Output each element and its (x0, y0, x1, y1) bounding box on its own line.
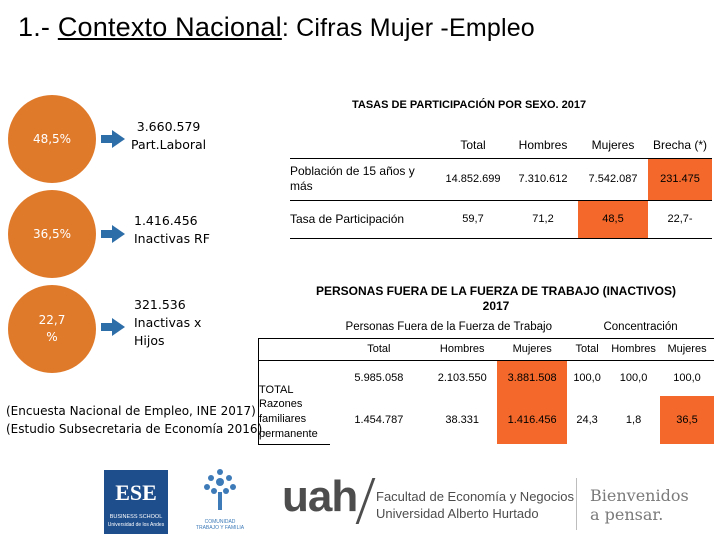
cell: 59,7 (438, 200, 508, 239)
table-header-row: Total Hombres Mujeres Total Hombres Muje… (258, 337, 714, 361)
table-row: Razones familiares permanente 1.454.787 … (258, 396, 714, 445)
cell: 1,8 (625, 414, 642, 426)
cell-highlight: 36,5 (660, 396, 714, 444)
tree-logo: COMUNIDAD TRABAJO Y FAMILIA (188, 468, 252, 536)
circle-participation: 48,5% (8, 95, 96, 183)
cell: 100,0 (673, 372, 701, 385)
circle-value: 22,7% (39, 312, 66, 346)
arrow-right-icon (101, 130, 125, 148)
cell: 2.103.550 (437, 372, 487, 385)
table2-heading-line2: 2017 (482, 299, 510, 313)
stat-label: Inactivas RF (134, 231, 210, 246)
faculty-line2: Universidad Alberto Hurtado (376, 506, 539, 521)
circle-value: 48,5% (32, 131, 72, 146)
cell: 5.985.058 (354, 372, 404, 385)
stat-number: 321.536 (134, 297, 186, 312)
table2-heading: PERSONAS FUERA DE LA FUERZA DE TRABAJO (… (276, 284, 716, 314)
uah-logo: uah (282, 472, 358, 521)
tree-caption1: COMUNIDAD (204, 519, 236, 525)
stat-inactive-rf: 1.416.456 Inactivas RF (134, 212, 210, 248)
table2-heading-line1: PERSONAS FUERA DE LA FUERZA DE TRABAJO (… (315, 284, 676, 298)
welcome-text: Bienvenidos a pensar. (590, 486, 689, 524)
source-line: (Encuesta Nacional de Empleo, INE 2017) (6, 404, 256, 418)
table-group-row: Personas Fuera de la Fuerza de Trabajo C… (259, 316, 715, 338)
group-concentracion: Concentración (603, 320, 678, 333)
cell: 38.331 (445, 414, 480, 426)
cell: 7.310.612 (508, 157, 578, 201)
table-row: Población de 15 años y más 14.852.699 7.… (290, 157, 712, 201)
faculty-text: Facultad de Economía y Negocios Universi… (376, 488, 574, 522)
arrow-right-icon (101, 225, 125, 243)
title-prefix: 1.- (18, 12, 58, 42)
slash-divider (355, 478, 376, 524)
title-suffix: : Cifras Mujer -Empleo (281, 14, 535, 42)
tree-caption2: TRABAJO Y FAMILIA (195, 525, 245, 531)
cell: 1.454.787 (354, 414, 404, 426)
col-mujeres: Mujeres (660, 337, 714, 361)
tree-icon (204, 469, 236, 510)
row-label: Tasa de Participación (290, 200, 438, 239)
stat-participation: 3.660.579 Part.Laboral (131, 118, 206, 154)
page-title: 1.- Contexto Nacional: Cifras Mujer -Emp… (18, 12, 535, 43)
welcome-line2: a pensar. (590, 505, 664, 524)
circle-value: 36,5% (32, 226, 72, 241)
col-hombres: Hombres (518, 137, 568, 152)
cell-highlight: 231.475 (648, 157, 712, 201)
cell-highlight: 48,5 (578, 200, 648, 239)
faculty-line1: Facultad de Economía y Negocios (376, 489, 574, 504)
source-line: (Estudio Subsecretaria de Economía 2016)… (6, 422, 267, 436)
ese-sub2: Universidad de los Andes (107, 522, 165, 528)
cell: 22,7- (648, 200, 712, 239)
col-total: Total (567, 337, 608, 361)
row-label: TOTAL (258, 360, 331, 396)
table-header-row: Total Hombres Mujeres Brecha (*) (290, 132, 712, 158)
col-hombres: Hombres (607, 337, 661, 361)
footer-logos: ESE BUSINESS SCHOOL Universidad de los A… (0, 466, 720, 540)
title-underlined: Contexto Nacional (57, 12, 282, 42)
col-mujeres: Mujeres (497, 337, 568, 361)
circle-value-line2: % (46, 330, 58, 344)
cell-highlight: 3.881.508 (497, 360, 568, 396)
ese-logo: ESE BUSINESS SCHOOL Universidad de los A… (104, 470, 168, 534)
circle-inactive-rf: 36,5% (8, 190, 96, 278)
stat-number: 3.660.579 (136, 119, 201, 134)
cell: 100,0 (619, 372, 648, 385)
welcome-line1: Bienvenidos (590, 486, 689, 505)
cell-highlight: 1.416.456 (497, 396, 568, 444)
col-mujeres: Mujeres (591, 137, 635, 152)
row-label: Razones familiares permanente (258, 396, 331, 445)
vertical-divider (576, 478, 577, 530)
participation-table: Total Hombres Mujeres Brecha (*) Poblaci… (290, 132, 712, 239)
stat-label: Hijos (134, 333, 165, 348)
table-row: TOTAL 5.985.058 2.103.550 3.881.508 100,… (258, 360, 715, 396)
cell: 24,3 (576, 414, 598, 426)
table1-heading: TASAS DE PARTICIPACIÓN POR SEXO. 2017 (352, 99, 587, 111)
col-total: Total (460, 137, 486, 152)
row-label: Población de 15 años y más (290, 157, 438, 201)
ese-sub1: BUSINESS SCHOOL (109, 514, 163, 520)
cell: 100,0 (573, 372, 601, 385)
sources: (Encuesta Nacional de Empleo, INE 2017) … (6, 402, 266, 438)
stat-number: 1.416.456 (134, 213, 198, 228)
col-hombres: Hombres (427, 337, 498, 361)
stat-label: Part.Laboral (131, 137, 207, 152)
col-brecha: Brecha (*) (652, 137, 708, 152)
col-total: Total (330, 337, 428, 361)
table-row: Tasa de Participación 59,7 71,2 48,5 22,… (290, 200, 712, 239)
circle-value-line1: 22,7 (38, 313, 66, 327)
stat-label: Inactivas x (134, 315, 202, 330)
arrow-right-icon (101, 318, 125, 336)
inactive-table: Personas Fuera de la Fuerza de Trabajo C… (258, 316, 714, 445)
stat-inactive-children: 321.536 Inactivas x Hijos (134, 296, 201, 350)
ese-logo-text: ESE (115, 480, 157, 505)
circle-inactive-children: 22,7% (8, 285, 96, 373)
cell: 14.852.699 (438, 157, 508, 201)
cell: 71,2 (508, 200, 578, 239)
cell: 7.542.087 (578, 157, 648, 201)
group-fuera: Personas Fuera de la Fuerza de Trabajo (345, 320, 553, 333)
